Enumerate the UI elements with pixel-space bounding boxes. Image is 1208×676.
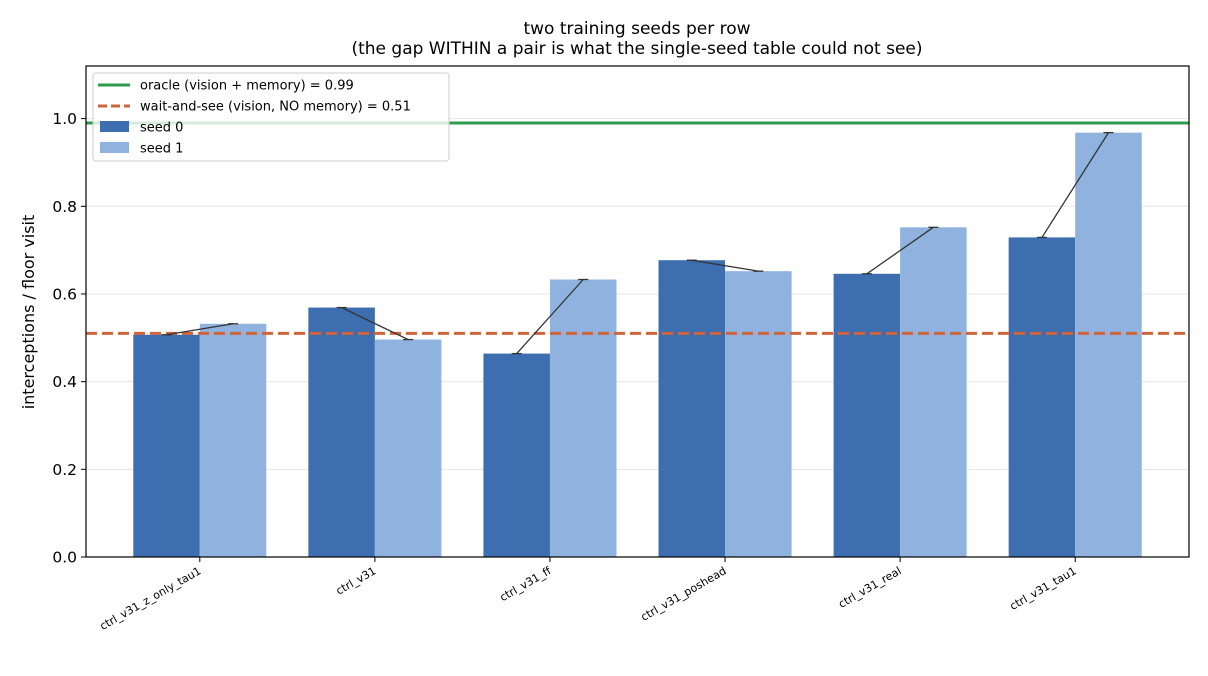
x-tick-label: ctrl_v31_tau1 — [1008, 564, 1079, 613]
seed-pair-connectors — [161, 131, 1114, 355]
pair-connector — [866, 226, 934, 275]
x-tick-label: ctrl_v31_ff — [498, 564, 554, 604]
y-axis-label: interceptions / floor visit — [19, 215, 38, 410]
y-axis: 0.0 0.2 0.4 0.6 0.8 1.0 — [52, 110, 86, 567]
bar-seed-1 — [199, 323, 267, 557]
legend-swatch-bar — [100, 142, 129, 153]
legend-box — [92, 72, 450, 162]
legend-swatch-bar — [100, 121, 129, 132]
x-axis: ctrl_v31_z_only_tau1 ctrl_v31 ctrl_v31_ff c… — [98, 557, 1079, 633]
x-tick-label: ctrl_v31_poshead — [639, 564, 729, 623]
legend-label: oracle (vision + memory) = 0.99 — [140, 79, 354, 94]
pair-connector — [691, 259, 759, 272]
y-tick-label: 0.4 — [52, 373, 77, 391]
bars — [133, 132, 1142, 558]
bar-seed-0 — [483, 353, 550, 557]
bar-seed-0 — [833, 273, 901, 557]
plot-frame — [85, 65, 1190, 558]
pair-connector — [166, 323, 234, 336]
pair-connector — [341, 306, 409, 341]
x-tick-label: ctrl_v31 — [334, 564, 379, 597]
bar-seed-1 — [900, 227, 967, 558]
x-tick-label: ctrl_v31_z_only_tau1 — [98, 564, 204, 633]
bar-seed-0 — [658, 260, 726, 557]
x-tick-label: ctrl_v31_real — [836, 564, 903, 610]
bar-seed-1 — [725, 271, 792, 557]
legend-label: wait-and-see (vision, NO memory) = 0.51 — [140, 100, 411, 115]
y-tick-label: 0.0 — [52, 549, 77, 567]
bar-seed-0 — [1008, 237, 1076, 557]
y-tick-label: 1.0 — [52, 110, 77, 128]
bar-seed-1 — [549, 279, 617, 557]
pair-connector — [516, 279, 584, 355]
chart-subtitle: (the gap WITHIN a pair is what the singl… — [351, 39, 922, 59]
bar-seed-0 — [308, 307, 375, 557]
pair-connector — [1041, 132, 1110, 238]
legend-label: seed 0 — [140, 121, 183, 136]
y-tick-label: 0.6 — [52, 285, 77, 303]
bar-seed-1 — [374, 339, 442, 557]
bar-seed-1 — [1075, 132, 1142, 557]
legend-label: seed 1 — [140, 142, 183, 157]
chart-title: two training seeds per row — [523, 19, 750, 39]
bar-seed-0 — [133, 334, 200, 557]
y-tick-label: 0.8 — [52, 198, 77, 216]
y-tick-label: 0.2 — [52, 461, 77, 479]
legend: oracle (vision + memory) = 0.99 wait-and-… — [92, 72, 450, 162]
